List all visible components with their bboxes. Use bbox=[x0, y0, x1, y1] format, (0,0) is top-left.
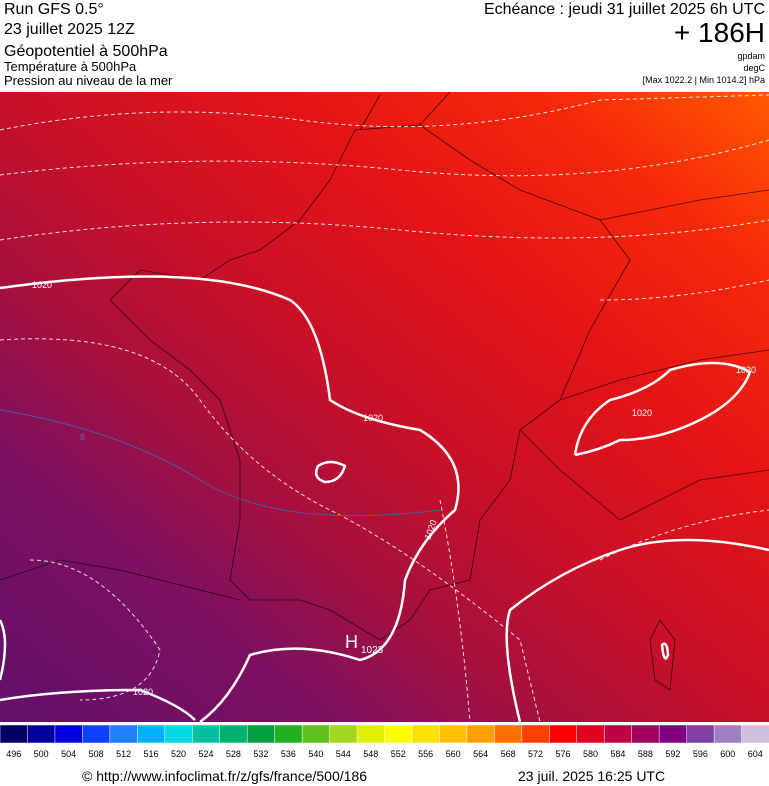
colorbar-label: 504 bbox=[61, 749, 76, 759]
color-swatch bbox=[137, 724, 166, 744]
colorbar-label: 592 bbox=[665, 749, 680, 759]
high-value: 1023 bbox=[361, 645, 384, 656]
echeance: Echéance : jeudi 31 juillet 2025 6h UTC bbox=[484, 1, 765, 18]
colorbar-label: 508 bbox=[89, 749, 104, 759]
colorbar-label: 528 bbox=[226, 749, 241, 759]
isobar-label: 1020 bbox=[32, 280, 52, 290]
colorbar-label: 560 bbox=[446, 749, 461, 759]
map-labels: 1020 1020 1020 1020 1020 1020 8 H 1023 bbox=[32, 280, 756, 697]
colorbar-label: 500 bbox=[34, 749, 49, 759]
isobar-label: 1020 bbox=[133, 687, 153, 697]
pressure-range: [Max 1022.2 | Min 1014.2] hPa bbox=[643, 75, 765, 85]
map-background bbox=[0, 92, 769, 722]
color-swatch bbox=[658, 724, 688, 744]
colorbar-label: 532 bbox=[253, 749, 268, 759]
colorbar-label: 552 bbox=[391, 749, 406, 759]
color-swatch bbox=[494, 724, 523, 744]
colorbar-label: 596 bbox=[693, 749, 708, 759]
color-swatch bbox=[741, 724, 769, 744]
header: Run GFS 0.5° 23 juillet 2025 12Z Géopote… bbox=[4, 1, 766, 88]
colorbar-label: 580 bbox=[583, 749, 598, 759]
color-swatch bbox=[411, 724, 440, 744]
color-swatch bbox=[164, 724, 193, 744]
colorbar-label: 520 bbox=[171, 749, 186, 759]
colorbar-label: 540 bbox=[308, 749, 323, 759]
field-subtitle: Pression au niveau de la mer bbox=[4, 73, 173, 88]
color-swatch bbox=[439, 724, 468, 744]
color-swatch bbox=[603, 724, 633, 744]
color-swatch bbox=[329, 724, 358, 744]
color-swatch bbox=[109, 724, 138, 744]
colorbar-label: 604 bbox=[748, 749, 763, 759]
color-swatch bbox=[274, 724, 303, 744]
timestamp: 23 juil. 2025 16:25 UTC bbox=[518, 768, 665, 784]
colorbar-label: 548 bbox=[363, 749, 378, 759]
unit: gpdam bbox=[737, 51, 765, 61]
colorbar-label: 600 bbox=[720, 749, 735, 759]
contours bbox=[0, 94, 769, 724]
temperature-label: 8 bbox=[80, 432, 85, 442]
color-swatch bbox=[521, 724, 550, 744]
color-swatch bbox=[219, 724, 248, 744]
color-swatch bbox=[713, 724, 743, 744]
isobar-label: 1020 bbox=[363, 413, 383, 423]
color-swatch bbox=[301, 724, 331, 744]
color-swatch bbox=[356, 724, 386, 744]
colorbar: 496 500 504 508 512 516 520 524 528 532 536 540 544 5… bbox=[0, 724, 769, 759]
colorbar-label: 576 bbox=[556, 749, 571, 759]
colorbar-label: 572 bbox=[528, 749, 543, 759]
isobar-label: 1020 bbox=[736, 365, 756, 375]
colorbar-label: 524 bbox=[198, 749, 213, 759]
colorbar-label: 496 bbox=[6, 749, 21, 759]
source-url: © http://www.infoclimat.fr/z/gfs/france/… bbox=[82, 768, 367, 784]
high-marker: H bbox=[345, 632, 358, 652]
colorbar-label: 588 bbox=[638, 749, 653, 759]
colorbar-label: 536 bbox=[281, 749, 296, 759]
run: Run GFS 0.5° bbox=[4, 1, 104, 18]
color-swatch bbox=[466, 724, 495, 744]
isobar-label: 1020 bbox=[632, 408, 652, 418]
color-swatch bbox=[192, 724, 221, 744]
offset: + 186H bbox=[674, 17, 765, 48]
colorbar-label: 556 bbox=[418, 749, 433, 759]
colorbar-label: 516 bbox=[144, 749, 159, 759]
footer: © http://www.infoclimat.fr/z/gfs/france/… bbox=[82, 768, 665, 784]
color-swatch bbox=[686, 724, 715, 744]
color-swatch bbox=[384, 724, 413, 744]
color-swatch bbox=[576, 724, 605, 744]
field-title: Géopotentiel à 500hPa bbox=[4, 43, 168, 60]
field-subtitle: Température à 500hPa bbox=[4, 59, 137, 74]
run-date: 23 juillet 2025 12Z bbox=[4, 21, 135, 38]
color-swatch bbox=[27, 724, 56, 744]
colorbar-label: 568 bbox=[501, 749, 516, 759]
colorbar-label: 512 bbox=[116, 749, 131, 759]
colorbar-label: 544 bbox=[336, 749, 351, 759]
color-swatch bbox=[54, 724, 83, 744]
colorbar-label: 564 bbox=[473, 749, 488, 759]
unit: degC bbox=[743, 63, 765, 73]
color-swatch bbox=[0, 724, 29, 744]
colorbar-label: 584 bbox=[610, 749, 625, 759]
color-swatch bbox=[246, 724, 276, 744]
color-swatch bbox=[631, 724, 660, 744]
color-swatch bbox=[82, 724, 111, 744]
color-swatch bbox=[549, 724, 578, 744]
map: 1020 1020 1020 1020 1020 1020 8 H 1023 bbox=[0, 91, 769, 724]
